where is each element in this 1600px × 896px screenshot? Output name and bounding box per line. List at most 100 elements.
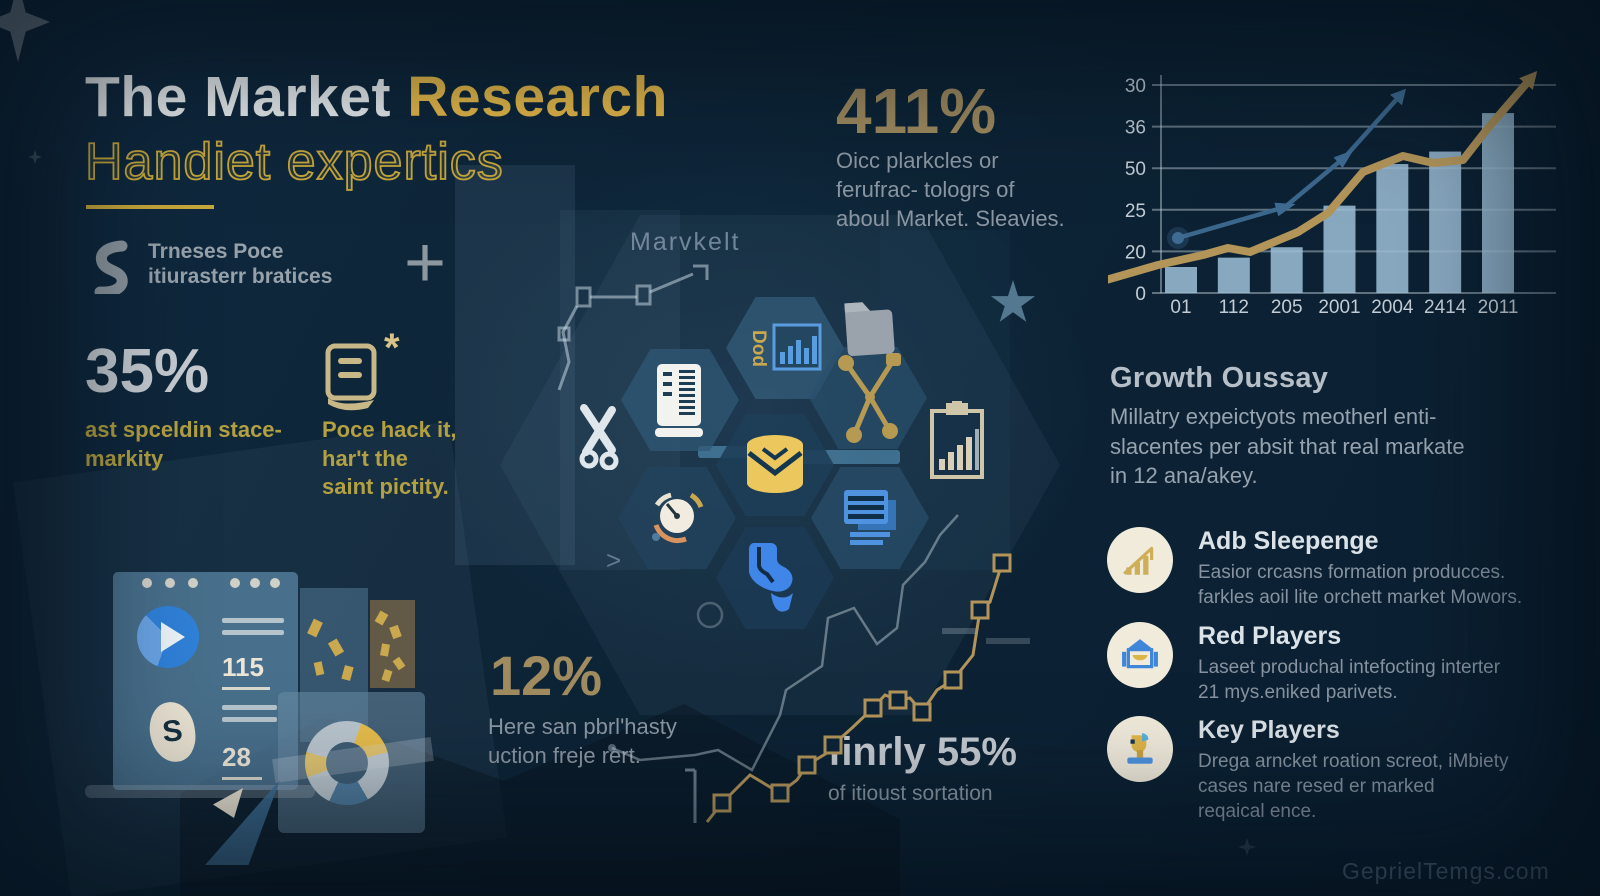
brown-panel: [370, 600, 415, 688]
player-title: Key Players: [1198, 716, 1340, 744]
window-dot: [270, 578, 280, 588]
svg-text:2004: 2004: [1371, 297, 1414, 318]
ribbon-squiggle-icon: [94, 240, 128, 294]
window-illustration: 115 S 28: [85, 540, 465, 870]
flowchart-doodle: [557, 264, 709, 391]
asterisk-icon: *: [384, 326, 400, 370]
hex-hand: [716, 527, 834, 629]
star-decor: [0, 0, 50, 62]
doc-note: Poce hack it, har't the saint pictity.: [322, 417, 457, 500]
trophy-icon: [1127, 733, 1153, 764]
title-gold: Research: [407, 65, 668, 129]
cluster-label: Marvkelt: [630, 228, 741, 256]
page-subtitle: Handiet expertics: [84, 132, 504, 192]
svg-text:112: 112: [1219, 297, 1249, 318]
star-decor: [28, 150, 42, 164]
player-item: Red Players Laseet produchal intefocting…: [1107, 622, 1500, 705]
window-dot: [230, 578, 240, 588]
svg-text:205: 205: [1271, 297, 1303, 318]
gold-underline: [86, 205, 214, 209]
stat-12-value: 12%: [490, 644, 603, 707]
player-item: Key Players Drega arncket roation screot…: [1107, 716, 1508, 824]
text-line: [222, 717, 277, 722]
hex-gauge: [618, 467, 736, 569]
stat-35-caption: ast spceldin stace- markity: [85, 417, 282, 471]
svg-text:25: 25: [1125, 201, 1146, 222]
svg-text:2001: 2001: [1318, 297, 1360, 318]
svg-text:0: 0: [1135, 284, 1146, 305]
donut-chart: [305, 721, 389, 805]
player-body: Easior crcasns formation producces. fark…: [1198, 562, 1523, 609]
svg-text:01: 01: [1170, 297, 1191, 318]
growth-bar-line-chart: 30 36 50 25 20 0 01 112 205 2001 2004 2414 2011: [1108, 71, 1556, 318]
hex-server: [621, 349, 739, 451]
stat-411-caption: Oicc plarkcles or ferufrac- tologrs of a…: [836, 148, 1065, 232]
hand-icon: [748, 543, 793, 612]
hex-documents: [811, 467, 929, 569]
bar-growth-icon: [1123, 546, 1154, 575]
watermark: GeprielTemgs.com: [1342, 858, 1550, 884]
growth-heading: Growth Oussay: [1110, 362, 1329, 394]
window-dot: [165, 578, 175, 588]
metric-underline: [222, 777, 262, 780]
star-decor: [1238, 838, 1256, 856]
svg-text:2414: 2414: [1424, 297, 1467, 318]
hex-chart-doc: Dod: [726, 297, 844, 399]
bg-panel: [455, 165, 575, 565]
scissors-icon: [579, 404, 619, 470]
svg-text:20: 20: [1125, 242, 1146, 263]
document-scroll-icon: [325, 343, 377, 411]
svg-text:36: 36: [1125, 118, 1146, 139]
growth-body: Millatry expeictyots meotherl enti- slac…: [1110, 404, 1465, 489]
tagline: Trneses Poce itiurasterr bratices: [148, 240, 333, 288]
server-icon: [655, 364, 703, 437]
text-line: [222, 618, 284, 623]
svg-text:50: 50: [1125, 159, 1146, 180]
title-white: The Market: [85, 65, 408, 129]
chart-document-icon: [772, 323, 822, 371]
stat-35-value: 35%: [85, 337, 210, 406]
player-title: Adb Sleepenge: [1198, 527, 1379, 555]
step-line-chart: [608, 514, 1030, 823]
player-body: Drega arncket roation screot, iMbiety ca…: [1198, 751, 1509, 823]
doc-glyph: Dod: [748, 329, 769, 367]
window-dot: [142, 578, 152, 588]
metric-underline: [222, 687, 270, 690]
browser-window: [113, 572, 298, 790]
home-icon: [1122, 639, 1158, 669]
clipboard-chart-icon: [930, 401, 984, 479]
player-icon-circle: [1107, 622, 1173, 688]
player-icon-circle: [1107, 527, 1173, 593]
svg-text:30: 30: [1125, 76, 1146, 97]
text-line: [222, 705, 277, 710]
player-title: Red Players: [1198, 622, 1342, 650]
stat-12-caption: Here san pbrl'hasty uction freje rert.: [488, 714, 677, 769]
text-line: [222, 630, 284, 635]
hex-network: [809, 347, 927, 449]
player-item: Adb Sleepenge Easior crcasns formation p…: [1107, 527, 1522, 610]
laptop-base: [85, 785, 315, 798]
stat-411-value: 411%: [836, 75, 997, 147]
gauge-icon: [652, 492, 704, 544]
stat-55-value: finrly 55%: [828, 730, 1017, 774]
database-icon: [747, 435, 803, 493]
plus-icon: +: [404, 223, 447, 303]
donut-hole: [326, 742, 368, 784]
folder-icon: [844, 302, 895, 357]
network-nodes-icon: [838, 353, 901, 443]
player-body: Laseet produchal intefocting interter 21…: [1198, 657, 1501, 704]
document-lines-icon: [844, 490, 896, 545]
play-icon: [161, 622, 185, 652]
play-button: [137, 606, 199, 668]
stat-55-caption: of itioust sortation: [828, 782, 993, 805]
player-icon-circle: [1107, 716, 1173, 782]
window-dot: [188, 578, 198, 588]
metric-28: 28: [222, 742, 251, 772]
hex-database: [716, 414, 834, 516]
chevron-doodle: >: [606, 545, 622, 575]
window-dot: [250, 578, 260, 588]
svg-text:2011: 2011: [1478, 297, 1519, 318]
page-title: The Market Research: [85, 64, 668, 130]
metric-115: 115: [222, 652, 264, 682]
